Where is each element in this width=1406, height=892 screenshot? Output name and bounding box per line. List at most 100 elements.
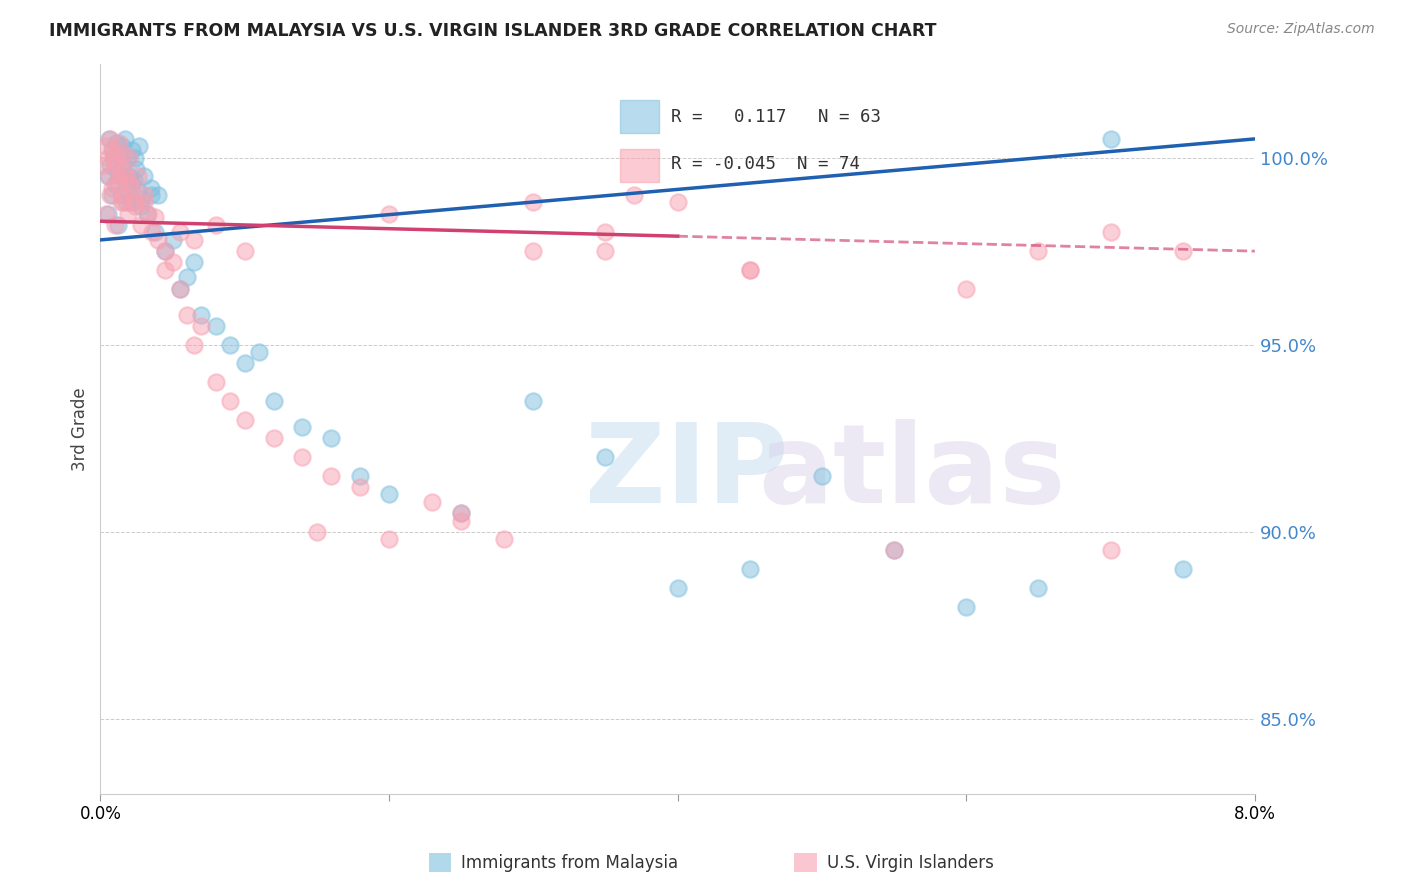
Point [420, 495, 443, 509]
Point [955, 281, 977, 295]
Point [136, 207, 159, 221]
Point [101, 143, 124, 157]
Point [105, 136, 128, 150]
Point [115, 169, 138, 184]
Point [522, 393, 544, 408]
Point [128, 139, 150, 153]
Point [132, 195, 155, 210]
Point [120, 195, 142, 210]
Point [114, 132, 136, 146]
Point [1099, 132, 1122, 146]
Point [1099, 543, 1122, 558]
Point [110, 195, 132, 210]
Point [305, 524, 328, 539]
Point [98, 169, 121, 184]
Point [97, 207, 120, 221]
Point [1028, 581, 1050, 595]
Point [190, 308, 212, 322]
Bar [620, 101, 659, 133]
Point [1171, 562, 1194, 576]
Point [112, 195, 135, 210]
Point [321, 468, 343, 483]
Point [169, 281, 191, 295]
Point [738, 263, 761, 277]
Point [233, 356, 256, 370]
Point [883, 543, 905, 558]
Point [955, 599, 977, 614]
Point [111, 169, 134, 184]
Point [291, 420, 314, 434]
Y-axis label: 3rd Grade: 3rd Grade [72, 387, 89, 471]
Point [162, 255, 184, 269]
Point [124, 195, 146, 210]
Point [125, 161, 148, 176]
Point [494, 533, 516, 547]
Point [121, 177, 143, 191]
Point [97, 169, 120, 184]
Point [378, 533, 401, 547]
Point [115, 195, 138, 210]
Point [121, 180, 143, 194]
Point [124, 199, 146, 213]
Point [124, 151, 146, 165]
Point [114, 188, 136, 202]
Point [204, 375, 226, 389]
Point [146, 188, 169, 202]
Point [666, 195, 689, 210]
Point [204, 318, 226, 333]
Point [108, 169, 131, 184]
Point [162, 233, 184, 247]
Point [117, 207, 139, 221]
Point [110, 188, 132, 202]
Point [146, 233, 169, 247]
Point [121, 143, 143, 157]
Point [883, 543, 905, 558]
Point [112, 158, 135, 172]
Point [143, 226, 166, 240]
Point [129, 199, 152, 213]
Point [183, 233, 205, 247]
Point [183, 337, 205, 351]
Point [100, 132, 122, 146]
Point [349, 468, 371, 483]
Point [155, 244, 177, 259]
Point [190, 318, 212, 333]
Point [623, 188, 645, 202]
Point [122, 173, 145, 187]
Point [450, 506, 472, 520]
Point [118, 177, 141, 191]
Point [219, 393, 242, 408]
Point [247, 345, 270, 359]
Point [321, 431, 343, 445]
Point [450, 506, 472, 520]
Text: Source: ZipAtlas.com: Source: ZipAtlas.com [1227, 22, 1375, 37]
Point [169, 281, 191, 295]
Point [233, 244, 256, 259]
Point [349, 480, 371, 494]
Bar [620, 149, 659, 181]
Point [183, 255, 205, 269]
Point [108, 136, 131, 150]
Point [118, 169, 141, 184]
Point [233, 412, 256, 426]
Point [135, 207, 157, 221]
Point [1171, 244, 1194, 259]
Point [155, 244, 177, 259]
Point [139, 188, 162, 202]
Text: R =   0.117   N = 63: R = 0.117 N = 63 [671, 108, 880, 126]
Point [105, 151, 128, 165]
Point [107, 165, 129, 179]
Point [155, 263, 177, 277]
Point [176, 308, 198, 322]
Point [111, 161, 134, 176]
Point [129, 192, 152, 206]
Point [98, 132, 121, 146]
Point [291, 450, 314, 464]
Point [108, 146, 131, 161]
Point [522, 195, 544, 210]
Point [104, 158, 127, 172]
Point [219, 337, 242, 351]
Point [141, 226, 163, 240]
Point [169, 226, 191, 240]
Point [103, 151, 125, 165]
